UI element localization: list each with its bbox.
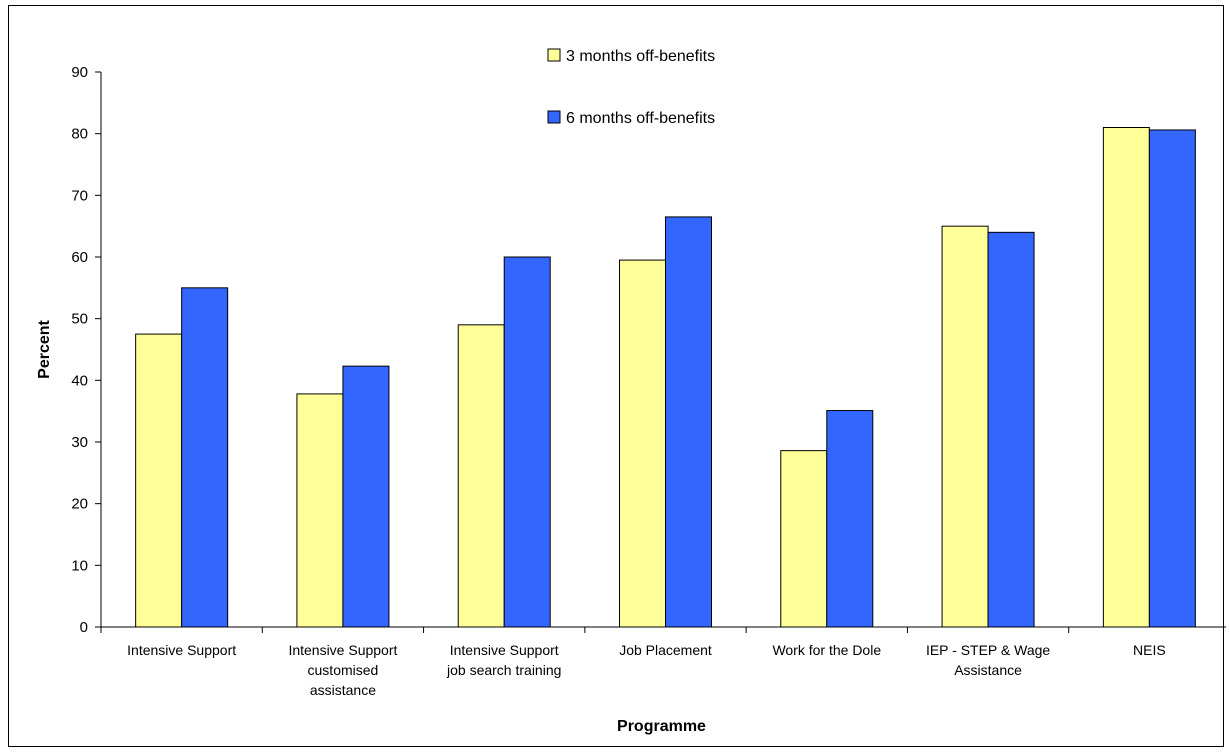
x-category-label: Intensive Support <box>450 642 559 658</box>
y-tick-label: 60 <box>71 249 88 266</box>
y-tick-label: 50 <box>71 311 88 328</box>
y-axis-title: Percent <box>36 319 53 378</box>
legend-label-3-months: 3 months off-benefits <box>566 48 715 65</box>
bar-3-months <box>296 393 344 628</box>
y-tick-label: 80 <box>71 126 88 143</box>
x-category-label: Assistance <box>954 662 1022 678</box>
bar-3-months <box>780 450 828 628</box>
y-tick-label: 40 <box>71 372 88 389</box>
x-category-label: Intensive Support <box>288 642 397 658</box>
bar-3-months <box>619 259 666 628</box>
y-tick-label: 30 <box>71 434 88 451</box>
x-category-label: Intensive Support <box>127 642 236 658</box>
x-category-label: assistance <box>310 682 376 698</box>
bar-3-months <box>1102 127 1150 628</box>
bar-6-months <box>826 410 874 628</box>
bar-6-months <box>987 231 1035 628</box>
bar-6-months <box>665 216 712 628</box>
y-tick-label: 70 <box>71 187 88 204</box>
x-category-label: NEIS <box>1133 642 1166 658</box>
x-category-label: Job Placement <box>619 642 712 658</box>
bar-3-months <box>135 333 183 628</box>
bar-6-months <box>181 287 229 628</box>
x-axis-title: Programme <box>617 718 706 735</box>
legend-label-6-months: 6 months off-benefits <box>566 110 715 127</box>
y-tick-label: 90 <box>71 64 88 81</box>
y-tick-label: 10 <box>71 557 88 574</box>
bar-3-months <box>457 324 505 628</box>
y-tick-label: 20 <box>71 496 88 513</box>
x-category-label: Work for the Dole <box>772 642 881 658</box>
y-tick-label: 0 <box>80 619 88 636</box>
x-category-label: customised <box>308 662 379 678</box>
legend-swatch-3-months <box>547 48 561 62</box>
x-category-label: job search training <box>446 662 561 678</box>
legend-swatch-6-months <box>547 110 561 124</box>
bar-6-months <box>342 365 390 628</box>
bar-6-months <box>503 256 551 628</box>
x-category-label: IEP - STEP & Wage <box>926 642 1050 658</box>
bar-3-months <box>941 225 989 628</box>
bar-6-months <box>1148 129 1196 628</box>
